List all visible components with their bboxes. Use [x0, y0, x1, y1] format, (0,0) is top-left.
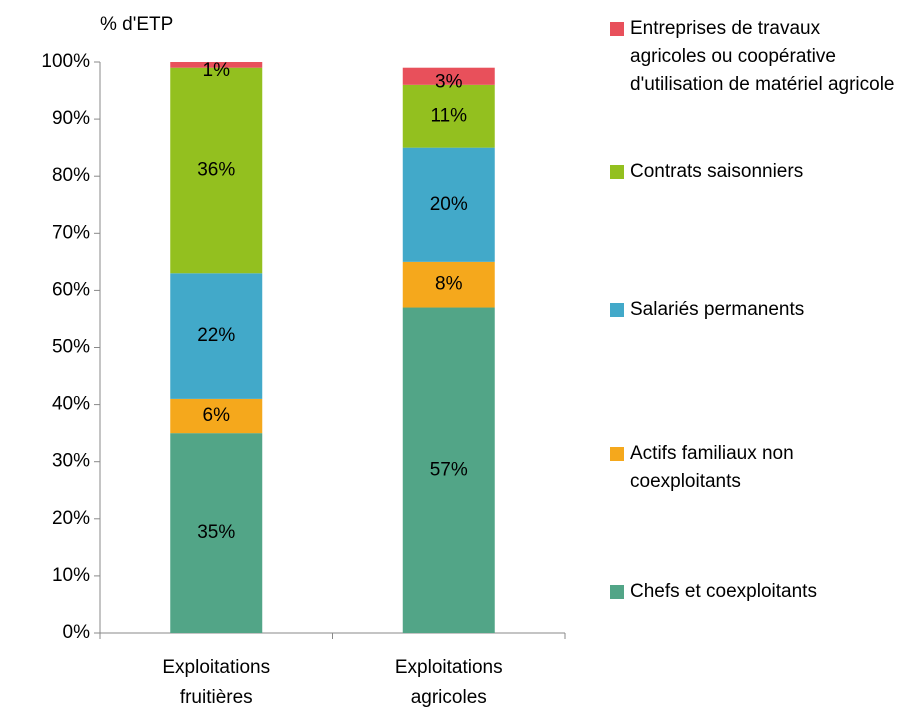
legend-item: Chefs et coexploitants: [610, 578, 900, 606]
bar-segment: [402, 261, 495, 308]
legend-swatch: [610, 165, 624, 179]
x-tick-label: Exploitations fruitières: [162, 657, 270, 708]
bar-segment: [170, 67, 263, 274]
legend-label: Actifs familiaux non coexploitants: [630, 443, 794, 492]
bar-segment: [170, 433, 263, 633]
data-label: 11%: [430, 105, 467, 126]
legend-label: Salariés permanents: [630, 299, 805, 320]
legend-swatch: [610, 303, 624, 317]
legend-swatch: [610, 22, 624, 36]
data-label: 8%: [435, 274, 463, 295]
y-tick-label: 40%: [52, 394, 90, 415]
y-tick-label: 90%: [52, 108, 90, 129]
bar-segment: [402, 307, 495, 633]
bar-segment: [402, 147, 495, 262]
legend-item: Entreprises de travaux agricoles ou coop…: [610, 15, 900, 99]
x-tick-label-line: Exploitations: [162, 657, 270, 678]
data-label: 1%: [203, 60, 231, 81]
y-tick-label: 100%: [41, 51, 90, 72]
y-tick-label: 80%: [52, 165, 90, 186]
legend-swatch: [610, 447, 624, 461]
data-label: 6%: [203, 405, 231, 426]
x-tick-label-line: Exploitations: [395, 657, 503, 678]
bar-segment: [402, 67, 495, 85]
y-tick-label: 10%: [52, 565, 90, 586]
data-label: 36%: [197, 160, 235, 181]
bar-segment: [170, 398, 263, 434]
data-label: 57%: [430, 459, 468, 480]
y-tick-label: 0%: [63, 622, 91, 643]
data-label: 35%: [197, 522, 235, 543]
y-tick-label: 30%: [52, 451, 90, 472]
legend-item: Contrats saisonniers: [610, 158, 900, 186]
y-tick-label: 20%: [52, 508, 90, 529]
legend-item: Salariés permanents: [610, 296, 900, 324]
bar-segment: [402, 84, 495, 148]
legend-label: Chefs et coexploitants: [630, 581, 817, 602]
data-label: 20%: [430, 194, 468, 215]
legend-swatch: [610, 585, 624, 599]
x-tick-label-line: fruitières: [180, 687, 253, 708]
x-tick-label: Exploitations agricoles: [395, 657, 503, 708]
bar-segment: [170, 273, 263, 399]
y-axis-label: % d'ETP: [100, 14, 173, 35]
y-tick-label: 50%: [52, 337, 90, 358]
data-label: 3%: [435, 71, 463, 92]
legend-item: Actifs familiaux non coexploitants: [610, 440, 900, 496]
legend-label: Entreprises de travaux agricoles ou coop…: [630, 18, 895, 95]
y-tick-label: 70%: [52, 222, 90, 243]
y-tick-label: 60%: [52, 279, 90, 300]
x-tick-label-line: agricoles: [411, 687, 487, 708]
legend-label: Contrats saisonniers: [630, 161, 804, 182]
data-label: 22%: [197, 325, 235, 346]
bar-segment: [170, 62, 263, 68]
